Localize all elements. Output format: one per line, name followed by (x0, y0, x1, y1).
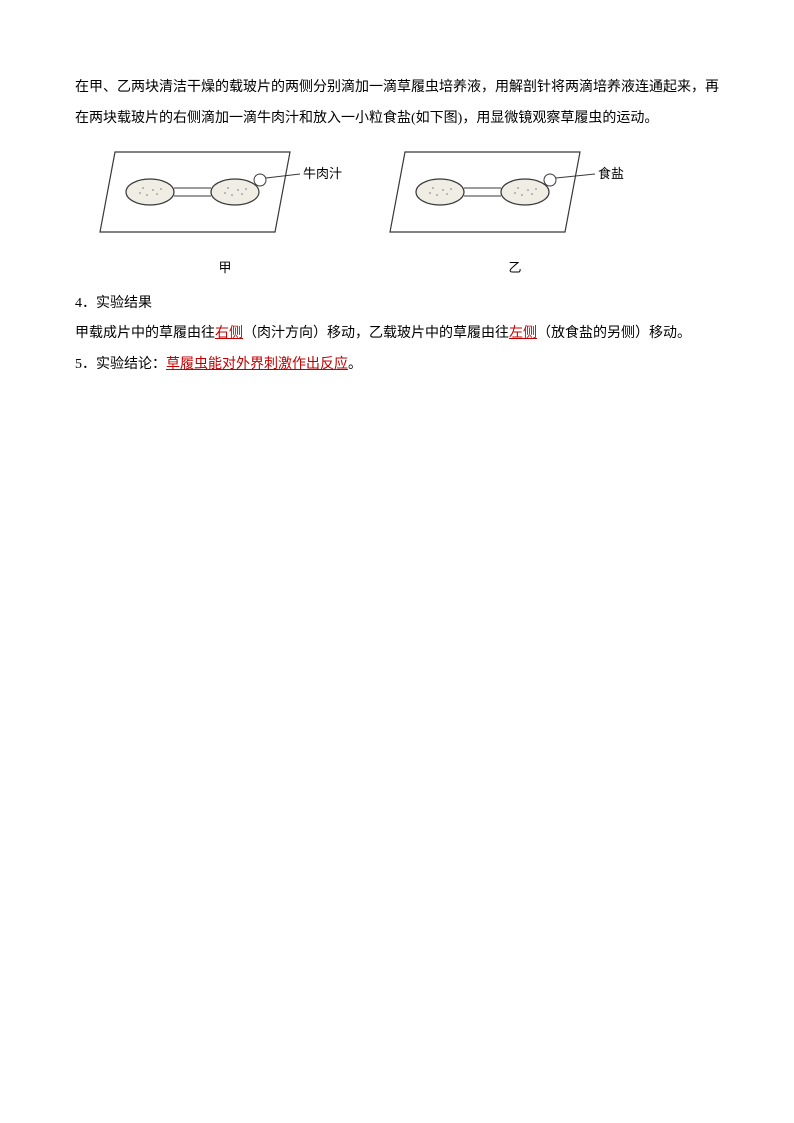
result-heading: 4．实验结果 (75, 291, 719, 318)
result-text-after-1: （放食盐的另侧）移动。 (537, 326, 691, 341)
diagram-yi-label: 食盐 (598, 166, 624, 181)
diagram-jia-svg: 牛肉汁 (95, 142, 355, 252)
intro-line2: 在两块载玻片的右侧滴加一滴牛肉汁和放入一小粒食盐(如下图)，用显微镜观察草履虫的… (75, 106, 719, 133)
result-red-2: 左侧 (509, 326, 537, 341)
diagram-jia-label: 牛肉汁 (303, 166, 342, 181)
result-text-before-1: 甲载成片中的草履由往 (75, 326, 215, 341)
diagram-jia: 牛肉汁 甲 (95, 142, 355, 281)
conclusion-red: 草履虫能对外界刺激作出反应 (166, 357, 348, 372)
conclusion: 5．实验结论：草履虫能对外界刺激作出反应。 (75, 352, 719, 379)
diagram-yi-svg: 食盐 (385, 142, 645, 252)
conclusion-after: 。 (348, 357, 362, 372)
diagram-yi: 食盐 乙 (385, 142, 645, 281)
result-red-1: 右侧 (215, 326, 243, 341)
conclusion-heading: 5．实验结论： (75, 357, 166, 372)
intro-line1: 在甲、乙两块清洁干燥的载玻片的两侧分别滴加一滴草履虫培养液，用解剖针将两滴培养液… (75, 75, 719, 102)
result-text-middle-1: （肉汁方向）移动，乙载玻片中的草履由往 (243, 326, 509, 341)
diagram-container: 牛肉汁 甲 食盐 乙 (95, 142, 719, 281)
diagram-yi-bottom-label: 乙 (508, 256, 521, 281)
diagram-jia-bottom-label: 甲 (218, 256, 231, 281)
result-text: 甲载成片中的草履由往右侧（肉汁方向）移动，乙载玻片中的草履由往左侧（放食盐的另侧… (75, 321, 719, 348)
